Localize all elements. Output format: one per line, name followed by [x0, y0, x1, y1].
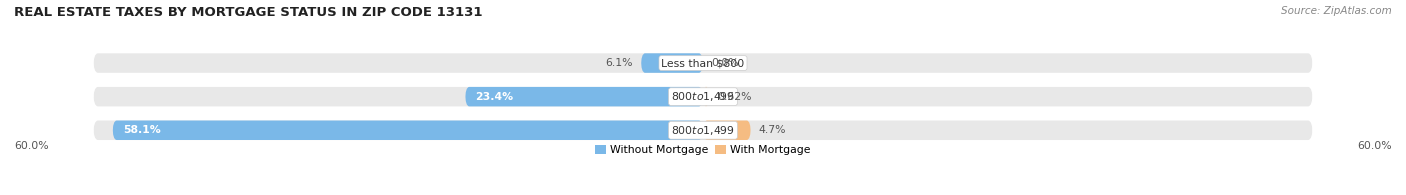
FancyBboxPatch shape: [112, 121, 703, 140]
Text: 0.0%: 0.0%: [711, 58, 740, 68]
Text: 23.4%: 23.4%: [475, 92, 513, 102]
Text: REAL ESTATE TAXES BY MORTGAGE STATUS IN ZIP CODE 13131: REAL ESTATE TAXES BY MORTGAGE STATUS IN …: [14, 6, 482, 19]
FancyBboxPatch shape: [93, 121, 1313, 140]
Text: 58.1%: 58.1%: [122, 125, 160, 135]
Text: $800 to $1,499: $800 to $1,499: [671, 90, 735, 103]
Text: 6.1%: 6.1%: [606, 58, 633, 68]
Text: 60.0%: 60.0%: [1357, 141, 1392, 152]
Text: $800 to $1,499: $800 to $1,499: [671, 124, 735, 137]
FancyBboxPatch shape: [641, 53, 703, 73]
Text: 0.62%: 0.62%: [717, 92, 752, 102]
Text: Less than $800: Less than $800: [661, 58, 745, 68]
FancyBboxPatch shape: [93, 87, 1313, 106]
FancyBboxPatch shape: [703, 121, 751, 140]
FancyBboxPatch shape: [465, 87, 703, 106]
Text: Source: ZipAtlas.com: Source: ZipAtlas.com: [1281, 6, 1392, 16]
FancyBboxPatch shape: [703, 87, 709, 106]
Legend: Without Mortgage, With Mortgage: Without Mortgage, With Mortgage: [591, 141, 815, 160]
Text: 4.7%: 4.7%: [759, 125, 786, 135]
Text: 60.0%: 60.0%: [14, 141, 49, 152]
FancyBboxPatch shape: [93, 53, 1313, 73]
